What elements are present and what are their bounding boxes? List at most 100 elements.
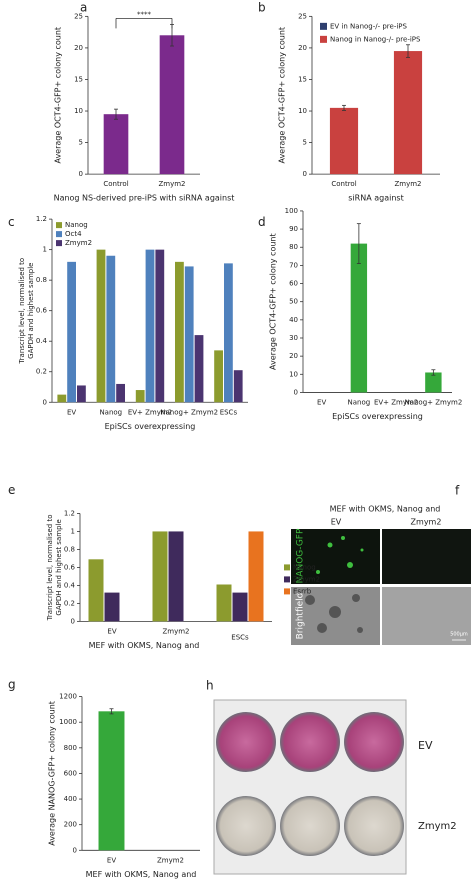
bar — [393, 51, 423, 175]
well — [344, 712, 404, 772]
y-tick-label: 0.4 — [64, 581, 76, 589]
y-axis-label: GAPDH and highest sample — [55, 519, 63, 615]
panel-letter: f — [455, 484, 460, 498]
bar — [67, 261, 76, 403]
y-tick-label: 10 — [298, 107, 307, 115]
y-tick-label: 0.2 — [64, 599, 75, 607]
bar — [57, 394, 67, 403]
x-axis-label: EpiSCs overexpressing — [105, 422, 196, 431]
y-tick-label: 1 — [71, 527, 75, 535]
x-tick-label: Zmym2 — [158, 180, 185, 188]
bar — [155, 249, 165, 403]
well — [216, 712, 276, 772]
x-tick-label: Zmym2 — [162, 627, 189, 635]
bar — [224, 263, 233, 403]
colonies — [305, 594, 363, 633]
image-title: MEF with OKMS, Nanog and — [330, 505, 441, 514]
bar — [104, 592, 120, 622]
well — [280, 796, 340, 856]
y-tick-label: 0.4 — [36, 337, 48, 345]
panel-letter: b — [258, 1, 266, 15]
legend-swatch — [56, 231, 62, 238]
x-axis-label: Nanog NS-derived pre-iPS with siRNA agai… — [54, 194, 235, 203]
y-tick-label: 600 — [64, 769, 77, 777]
y-tick-label: 50 — [289, 298, 298, 306]
legend-label: Nanog — [293, 563, 316, 571]
legend-label: Zmym2 — [293, 575, 320, 583]
panel-letter: a — [80, 1, 87, 15]
bar — [175, 261, 184, 403]
x-tick-label: ESCs — [231, 633, 249, 641]
x-tick-label: Nanog — [99, 408, 122, 416]
y-axis-label: Average OCT4-GFP+ colony count — [278, 27, 287, 164]
y-tick-label: 400 — [64, 795, 77, 803]
row-label: Zmym2 — [418, 821, 457, 832]
y-tick-label: 0 — [73, 846, 77, 854]
legend-swatch — [284, 564, 290, 571]
y-axis-label: GAPDH and highest sample — [27, 263, 35, 359]
column-label: EV — [331, 518, 342, 527]
y-tick-label: 5 — [303, 139, 307, 147]
x-axis-label: siRNA against — [348, 194, 403, 203]
y-tick-label: 70 — [289, 261, 298, 269]
x-tick-label: EV+ Zmym2 — [128, 408, 172, 416]
legend-swatch — [320, 22, 327, 30]
well — [280, 712, 340, 772]
legend-swatch — [56, 240, 62, 247]
y-axis-label: Average NANOG-GFP+ colony count — [48, 701, 57, 846]
row-label: NANOG-GFP — [296, 528, 306, 583]
y-tick-label: 20 — [298, 44, 307, 52]
bar — [152, 531, 168, 622]
y-tick-label: 25 — [74, 12, 83, 20]
y-tick-label: 80 — [289, 243, 298, 251]
well — [216, 796, 276, 856]
y-tick-label: 25 — [298, 12, 307, 20]
x-tick-label: Zmym2 — [157, 856, 184, 864]
bar — [88, 559, 104, 622]
x-tick-label: EV — [317, 398, 326, 406]
panel-letter: g — [8, 678, 16, 692]
panel-letter: h — [206, 679, 214, 693]
x-tick-label: Nanog — [348, 398, 371, 406]
y-tick-label: 0 — [43, 398, 47, 406]
row-label: EV — [418, 739, 433, 752]
y-axis-label: Transcript level, normalised to — [46, 515, 54, 622]
column-label: Zmym2 — [411, 518, 442, 527]
colonies — [316, 536, 364, 574]
y-tick-label: 1200 — [59, 693, 77, 701]
y-tick-label: 1.2 — [36, 215, 47, 223]
bar — [145, 249, 155, 403]
y-tick-label: 15 — [74, 75, 83, 83]
bar — [425, 372, 442, 393]
y-tick-label: 0 — [294, 388, 298, 396]
y-tick-label: 1 — [43, 246, 47, 254]
bar — [103, 114, 129, 175]
y-tick-label: 100 — [285, 207, 298, 215]
x-tick-label: Control — [103, 180, 128, 188]
bar — [216, 584, 232, 622]
well — [344, 796, 404, 856]
x-axis-label: MEF with OKMS, Nanog and — [86, 870, 197, 879]
panel-letter: e — [8, 483, 15, 497]
legend-swatch — [284, 576, 290, 583]
y-tick-label: 20 — [74, 44, 83, 52]
y-tick-label: 1000 — [59, 718, 77, 726]
y-tick-label: 0 — [71, 617, 75, 625]
y-tick-label: 0.8 — [64, 545, 75, 553]
y-tick-label: 5 — [79, 139, 83, 147]
y-tick-label: 0 — [79, 170, 83, 178]
x-tick-label: EV+ Zmym2 — [374, 398, 418, 406]
x-tick-label: EV — [107, 627, 116, 635]
legend-label: Esrrb — [293, 587, 312, 595]
y-tick-label: 30 — [289, 334, 298, 342]
panel-h: h EV Zmym2 — [206, 679, 457, 875]
bar — [106, 255, 116, 403]
brightfield-image — [382, 587, 471, 645]
x-tick-label: ESCs — [220, 408, 238, 416]
x-tick-label: Nanog+ Zmym2 — [160, 408, 218, 416]
bar — [233, 370, 243, 403]
y-tick-label: 0.6 — [36, 307, 48, 315]
y-tick-label: 40 — [289, 316, 298, 324]
